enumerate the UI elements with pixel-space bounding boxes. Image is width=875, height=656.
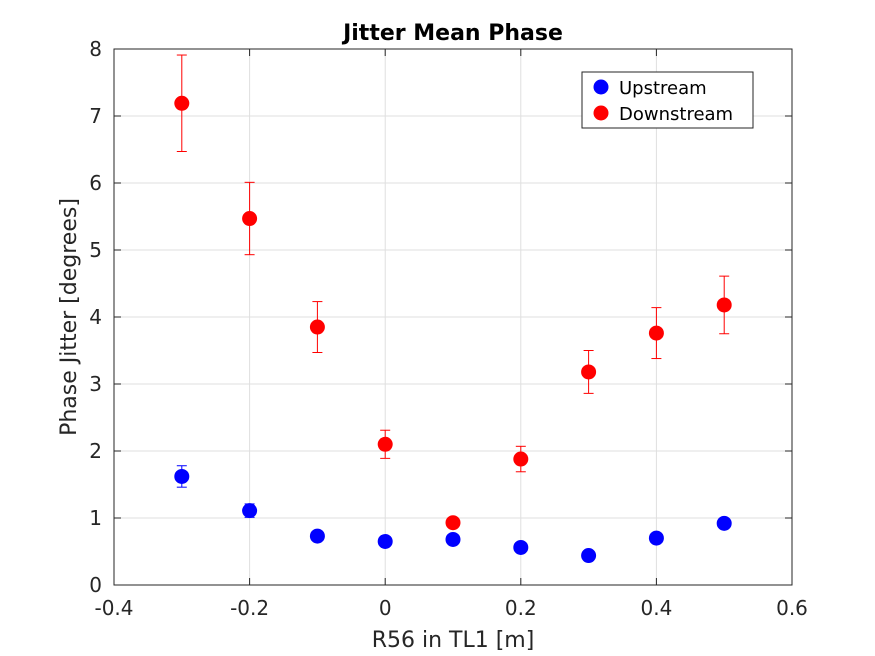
data-point — [513, 451, 529, 467]
legend: Upstream Downstream — [581, 71, 754, 129]
legend-marker — [593, 105, 609, 121]
data-point — [716, 515, 732, 531]
data-point — [581, 364, 597, 380]
y-tick-label: 3 — [89, 372, 102, 396]
data-point — [174, 95, 190, 111]
x-tick-label: 0.6 — [776, 596, 808, 620]
y-tick-label: 8 — [89, 37, 102, 61]
y-tick-label: 4 — [89, 305, 102, 329]
y-tick-label: 7 — [89, 104, 102, 128]
y-tick-label: 1 — [89, 506, 102, 530]
data-point — [309, 319, 325, 335]
data-point — [242, 211, 258, 227]
axis-ticks: -0.4 -0.2 0 0.2 0.4 0.6 0 1 2 3 4 5 6 7 8 — [89, 37, 808, 620]
x-tick-label: -0.2 — [230, 596, 269, 620]
x-tick-label: 0 — [379, 596, 392, 620]
legend-box — [581, 71, 754, 129]
data-point — [174, 468, 190, 484]
y-tick-label: 0 — [89, 573, 102, 597]
data-point — [648, 325, 664, 341]
x-tick-label: 0.2 — [505, 596, 537, 620]
data-point — [309, 528, 325, 544]
x-tick-label: -0.4 — [94, 596, 133, 620]
x-axis-label: R56 in TL1 [m] — [372, 628, 535, 653]
data-point — [716, 297, 732, 313]
chart-title: Jitter Mean Phase — [341, 21, 563, 46]
legend-marker — [593, 79, 609, 95]
data-point — [377, 533, 393, 549]
legend-label: Upstream — [619, 78, 707, 99]
y-axis-label: Phase Jitter [degrees] — [57, 198, 82, 436]
y-tick-label: 2 — [89, 439, 102, 463]
y-tick-label: 6 — [89, 171, 102, 195]
data-point — [648, 530, 664, 546]
data-point — [377, 436, 393, 452]
data-point — [513, 539, 529, 555]
data-point — [445, 531, 461, 547]
legend-label: Downstream — [619, 104, 733, 125]
data-point — [242, 503, 258, 519]
series-layer — [174, 54, 732, 564]
series-downstream — [174, 54, 732, 531]
data-point — [445, 515, 461, 531]
data-point — [581, 548, 597, 564]
series-upstream — [174, 465, 732, 564]
x-tick-label: 0.4 — [640, 596, 672, 620]
y-tick-label: 5 — [89, 238, 102, 262]
